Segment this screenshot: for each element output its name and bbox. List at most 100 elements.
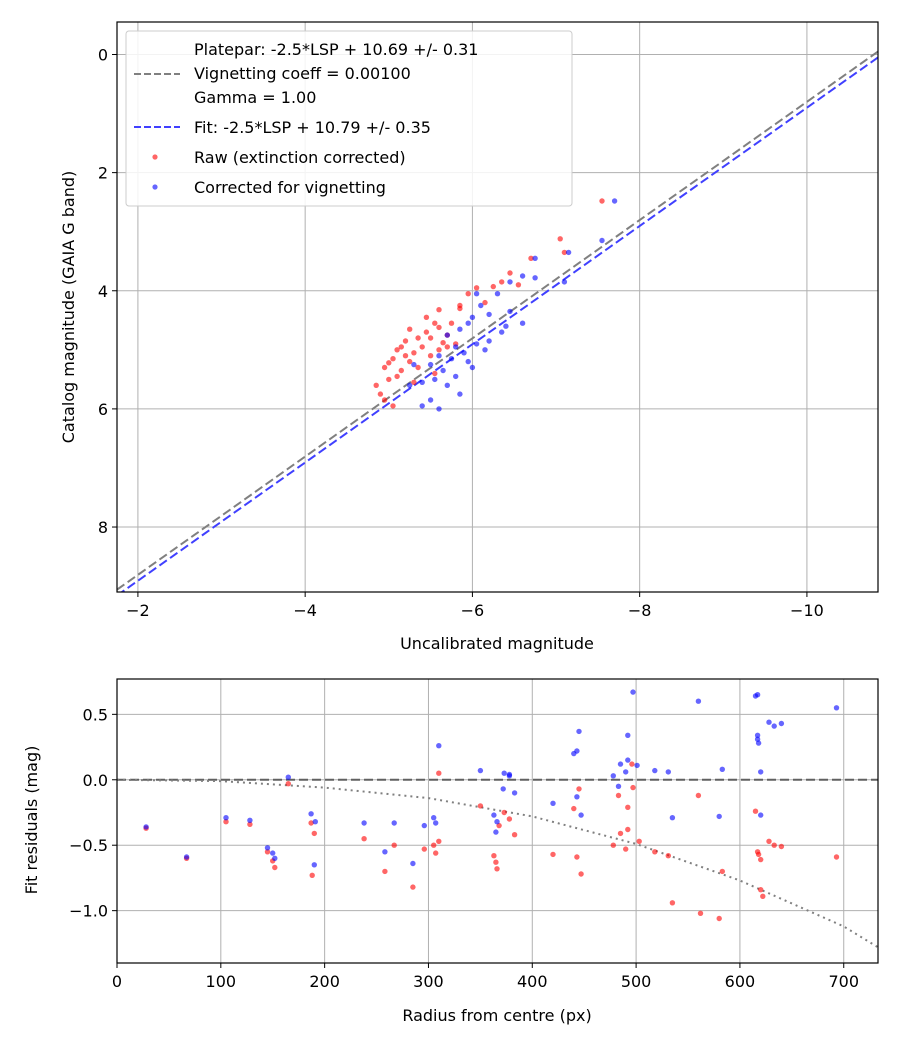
corrected-point [461,350,467,356]
corrected-point [473,291,480,297]
corrected-point [758,812,764,818]
raw-point [285,781,291,787]
raw-point [465,291,471,297]
corrected-point [419,403,425,409]
corrected-point [482,347,488,353]
corrected-point [758,769,764,775]
raw-point [402,338,409,344]
corrected-point [615,783,622,789]
corrected-point [421,822,427,829]
x-tick-label: −10 [790,601,824,620]
raw-point [398,344,404,350]
raw-point [309,872,315,878]
corrected-point [716,813,722,820]
raw-point [494,866,500,872]
raw-point [386,360,392,366]
corrected-point [507,308,513,315]
raw-point [610,842,616,848]
corrected-point [778,720,785,727]
corrected-point [833,705,840,711]
raw-point [599,198,605,204]
raw-point [493,859,499,865]
bottom-grid [116,679,878,963]
raw-point [377,391,384,397]
corrected-point [431,815,437,821]
corrected-point [630,689,636,695]
x-tick-label: 600 [725,972,756,991]
raw-point [506,816,513,822]
raw-point [427,335,434,341]
bottom-ticks: 0 100 200 300 400 500 600 700 0.5 0.0 −0.5 −1.0 [69,705,859,991]
corrected-point [574,748,580,754]
raw-point [833,854,840,860]
y-tick-label: 2 [98,164,108,183]
corrected-point [361,820,367,826]
corrected-point [494,819,500,825]
raw-point [311,830,317,837]
raw-point [576,786,582,792]
corrected-point [410,860,416,867]
raw-point [766,838,772,844]
raw-point [755,851,762,858]
bottom-y-axis-label: Fit residuals (mag) [22,746,41,895]
corrected-point [511,790,518,796]
corrected-point [574,794,580,800]
raw-point [431,842,437,848]
raw-point [432,370,438,377]
raw-point [402,353,409,359]
raw-point [272,864,278,871]
raw-point [432,320,438,326]
corrected-point [576,728,582,735]
raw-point [617,830,624,837]
raw-point [669,900,676,906]
raw-point [373,382,379,388]
raw-point [436,307,442,313]
raw-point [444,344,450,350]
corrected-point [436,406,442,412]
legend-box [125,30,573,207]
raw-point [386,376,392,383]
corrected-point [611,198,618,204]
raw-point [264,849,271,855]
x-tick-label: 400 [517,972,548,991]
y-tick-label: 6 [98,400,108,419]
raw-point [652,849,658,855]
y-tick-label: −0.5 [69,836,108,855]
x-tick-label: −2 [126,601,150,620]
raw-point [308,820,314,826]
corrected-point [465,358,471,365]
top-axes-frame [116,21,879,593]
y-tick-label: 8 [98,518,108,537]
raw-point [778,843,785,850]
corrected-point [493,829,499,835]
raw-point [515,282,522,288]
corrected-point [469,364,476,371]
x-tick-label: 300 [413,972,444,991]
corrected-point [503,323,509,329]
corrected-point [433,820,439,826]
corrected-point [270,850,276,856]
raw-point [394,347,400,353]
raw-point [490,283,496,290]
corrected-point [519,320,526,326]
raw-point [557,236,563,242]
corrected-point [436,353,442,359]
raw-point [511,832,518,838]
raw-point [760,893,766,899]
corrected-point [665,769,671,775]
raw-point [636,838,642,844]
y-tick-label: 0.5 [83,705,108,724]
corrected-point [391,820,397,826]
corrected-point [561,279,568,285]
raw-point [391,842,397,848]
corrected-point [486,338,492,344]
corrected-point [469,314,476,320]
y-tick-label: 4 [98,282,108,301]
x-tick-label: 200 [309,972,340,991]
raw-point [419,344,425,350]
raw-point [623,846,629,852]
raw-point [247,821,253,827]
corrected-point [599,237,605,244]
raw-point [665,853,671,859]
